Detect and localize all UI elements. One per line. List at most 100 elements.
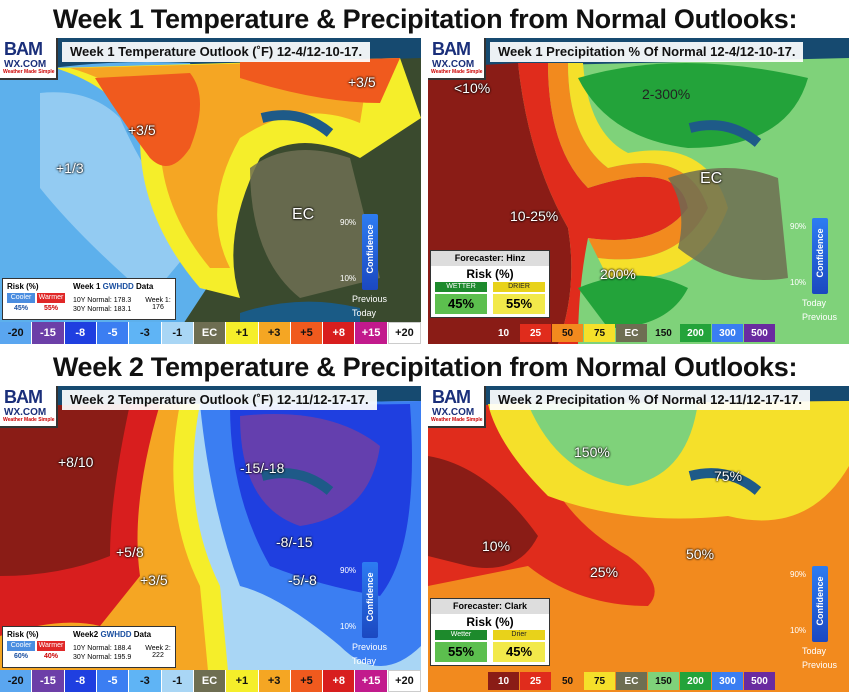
legend-swatch: -8 — [64, 670, 97, 692]
map-label: -5/-8 — [288, 572, 317, 588]
drier-value: 55% — [493, 294, 545, 314]
bamwx-logo: BAM WX.COM Weather Made Simple — [428, 386, 486, 428]
risk-box: Risk (%) Cooler Warmer 45% 55% Week 1 GW… — [2, 278, 176, 320]
confidence-today: Today — [352, 308, 377, 318]
legend-swatch: -3 — [129, 322, 162, 344]
normal-10y: 10Y Normal: 178.3 — [73, 297, 132, 304]
legend-swatch: EC — [616, 324, 647, 342]
confidence-bar: Confidence — [812, 218, 828, 294]
legend-swatch: -8 — [64, 322, 97, 344]
legend-swatch: -20 — [0, 322, 33, 344]
map-label: -15/-18 — [240, 460, 285, 476]
confidence-bar: Confidence — [812, 566, 828, 642]
headline-week1: Week 1 Temperature & Precipitation from … — [52, 4, 798, 34]
legend-swatch: 150 — [648, 672, 679, 690]
map-label: <10% — [454, 80, 491, 96]
confidence-today: Today — [352, 656, 377, 666]
confidence-90: 90% — [340, 218, 357, 227]
confidence-label: Confidence — [815, 228, 825, 278]
forecaster-box: Forecaster: Clark Risk (%) Wetter Drier … — [430, 598, 550, 666]
wetter-label: Wetter — [435, 630, 487, 640]
map-label: +3/5 — [348, 74, 376, 90]
legend-swatch: +3 — [258, 322, 291, 344]
legend-swatch: 50 — [552, 672, 583, 690]
legend-swatch: -20 — [0, 670, 33, 692]
legend-swatch: 300 — [712, 324, 743, 342]
confidence-label: Confidence — [365, 572, 375, 622]
drier-value: 45% — [493, 642, 545, 662]
confidence-label: Confidence — [365, 224, 375, 274]
map-label: 2-300% — [642, 86, 691, 102]
map-label: 10% — [482, 538, 511, 554]
confidence-today: Today — [802, 646, 827, 656]
warmer-label: Warmer — [37, 641, 65, 651]
panel-week1-precipitation: Week 1 Precipitation % Of Normal 12-4/12… — [428, 38, 849, 344]
legend-swatch: -5 — [96, 670, 130, 692]
map-week1-temperature — [0, 38, 421, 344]
legend-swatch: -15 — [32, 322, 65, 344]
wetter-value: 55% — [435, 642, 487, 662]
headline-week2: Week 2 Temperature & Precipitation from … — [52, 352, 798, 382]
confidence-10: 10% — [790, 278, 807, 287]
confidence-previous: Previous — [352, 642, 388, 652]
map-week2-temperature — [0, 386, 421, 692]
week-gwhdd: Week 2: 222 — [145, 645, 171, 659]
bamwx-logo: BAM WX.COM Weather Made Simple — [428, 38, 486, 80]
gwhdd-heading: Week 1 GWHDD Data — [73, 282, 154, 291]
confidence-gauge: 90% 10% Confidence Today Previous — [790, 566, 849, 676]
map-label: 200% — [600, 266, 636, 282]
legend-swatch: 75 — [584, 672, 615, 690]
legend-swatch: 10 — [488, 324, 519, 342]
cooler-value: 45% — [13, 305, 28, 312]
normal-30y: 30Y Normal: 195.9 — [73, 654, 132, 661]
warmer-value: 55% — [43, 305, 58, 312]
panel-week2-temperature: Week 2 Temperature Outlook (˚F) 12-11/12… — [0, 386, 421, 692]
logo-text: BAM — [432, 39, 471, 59]
logo-tagline: Weather Made Simple — [431, 417, 483, 423]
wetter-label: WETTER — [435, 282, 487, 292]
legend-swatch: 25 — [520, 672, 551, 690]
gwhdd-heading: Week2 GWHDD Data — [73, 630, 152, 639]
map-label: 50% — [686, 546, 715, 562]
legend-swatch: 10 — [488, 672, 519, 690]
risk-heading: Risk (%) — [7, 630, 39, 639]
warmer-label: Warmer — [37, 293, 65, 303]
drier-label: Drier — [493, 630, 545, 640]
legend-swatch: +20 — [387, 322, 421, 344]
map-label: 25% — [590, 564, 619, 580]
logo-subtext: WX.COM — [432, 407, 475, 418]
legend-swatch: +8 — [323, 670, 356, 692]
map-label: EC — [292, 206, 315, 223]
map-label: EC — [700, 170, 723, 187]
forecaster-name: Forecaster: Hinz — [431, 251, 549, 266]
week-gwhdd: Week 1: 176 — [145, 297, 171, 311]
map-label: -8/-15 — [276, 534, 313, 550]
warmer-value: 40% — [43, 653, 58, 660]
precipitation-legend: 10 25 50 75 EC 150 200 300 500 — [488, 672, 776, 690]
legend-swatch: EC — [616, 672, 647, 690]
logo-text: BAM — [4, 39, 43, 59]
map-label: +5/8 — [116, 544, 144, 560]
confidence-previous: Previous — [352, 294, 388, 304]
temperature-legend: -20 -15 -8 -5 -3 -1 EC +1 +3 +5 +8 +15 +20 — [0, 322, 421, 344]
legend-swatch: +20 — [387, 670, 421, 692]
legend-swatch: 200 — [680, 672, 711, 690]
legend-swatch: +3 — [258, 670, 291, 692]
temperature-legend: -20 -15 -8 -5 -3 -1 EC +1 +3 +5 +8 +15 +20 — [0, 670, 421, 692]
normal-10y: 10Y Normal: 188.4 — [73, 645, 132, 652]
cooler-label: Cooler — [7, 641, 35, 651]
bamwx-logo: BAM WX.COM Weather Made Simple — [0, 386, 58, 428]
legend-swatch: EC — [193, 670, 227, 692]
legend-swatch: -1 — [161, 670, 194, 692]
normal-30y: 30Y Normal: 183.1 — [73, 306, 132, 313]
confidence-90: 90% — [790, 222, 807, 231]
bamwx-logo: BAM WX.COM Weather Made Simple — [0, 38, 58, 80]
confidence-90: 90% — [340, 566, 357, 575]
legend-swatch: 500 — [744, 672, 775, 690]
risk-box: Risk (%) Cooler Warmer 60% 40% Week2 GWH… — [2, 626, 176, 668]
legend-swatch: +5 — [290, 322, 324, 344]
logo-text: BAM — [4, 387, 43, 407]
legend-swatch: 300 — [712, 672, 743, 690]
panel-week1-temperature: Week 1 Temperature Outlook (˚F) 12-4/12-… — [0, 38, 421, 344]
confidence-gauge: 90% 10% Confidence Today Previous — [790, 218, 849, 328]
